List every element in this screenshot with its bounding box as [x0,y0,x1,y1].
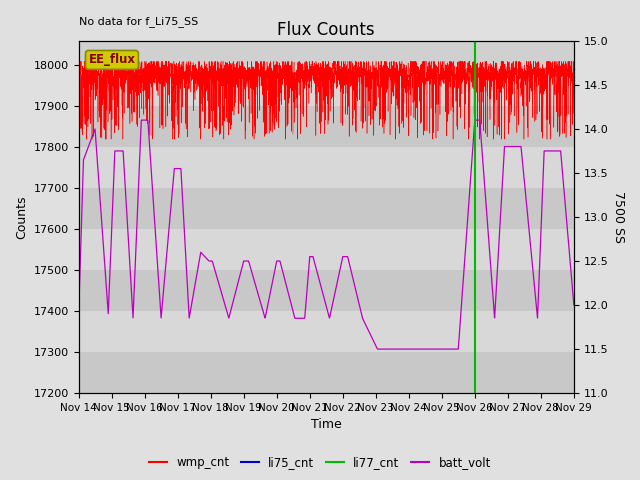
Bar [79,229,574,270]
Bar [79,352,574,393]
Bar [79,147,574,188]
Legend: wmp_cnt, li75_cnt, li77_cnt, batt_volt: wmp_cnt, li75_cnt, li77_cnt, batt_volt [145,452,495,474]
Bar [79,107,574,147]
Y-axis label: 7500 SS: 7500 SS [612,191,625,243]
Text: No data for f_Li75_SS: No data for f_Li75_SS [79,16,198,27]
Title: Flux Counts: Flux Counts [277,21,375,39]
Bar [79,188,574,229]
Bar [79,311,574,352]
Y-axis label: Counts: Counts [15,195,28,239]
Text: EE_flux: EE_flux [88,53,136,66]
Bar [79,65,574,107]
X-axis label: Time: Time [311,419,342,432]
Bar [79,270,574,311]
